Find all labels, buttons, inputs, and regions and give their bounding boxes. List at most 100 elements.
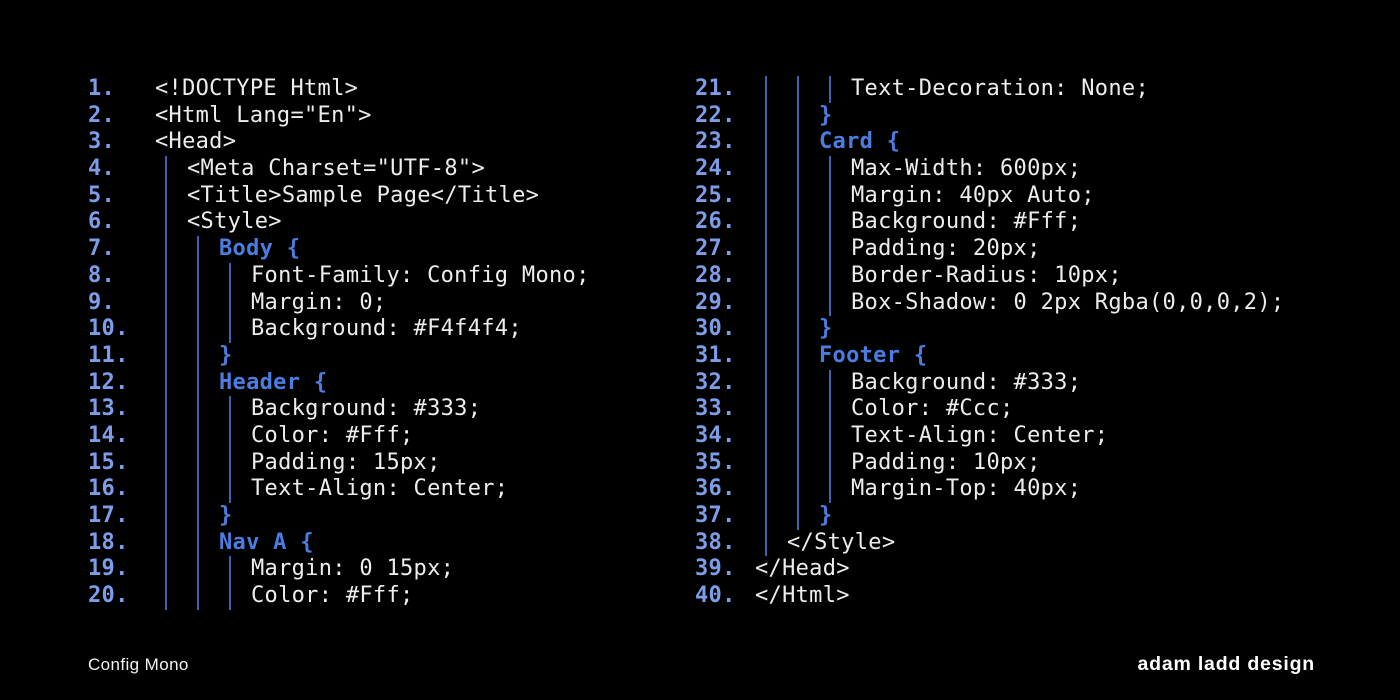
indent-guide — [797, 289, 799, 317]
code-text-selector: } — [219, 342, 233, 368]
line-number: 6. — [88, 209, 116, 235]
indent-guide — [197, 262, 199, 290]
indent-guide — [797, 102, 799, 130]
code-text: </Head> — [755, 556, 850, 582]
indent-guide — [197, 583, 199, 610]
code-line: 25. Margin: 40px Auto; — [695, 182, 1335, 210]
code-line: 28. Border-Radius: 10px; — [695, 262, 1335, 290]
code-text-selector: Body { — [219, 236, 301, 262]
indent-guide — [829, 156, 831, 183]
code-text: <Head> — [155, 129, 237, 155]
code-line: 12. Header { — [88, 369, 695, 397]
indent-guide — [165, 156, 167, 183]
footer: Config Mono adam ladd design — [88, 653, 1315, 676]
indent-guide — [797, 156, 799, 183]
code-line: 32. Background: #333; — [695, 369, 1335, 397]
code-line: 20. Color: #Fff; — [88, 583, 695, 610]
code-line: 5. <Title>Sample Page</Title> — [88, 182, 695, 210]
indent-guide — [765, 503, 767, 530]
code-text: Margin: 0 15px; — [251, 556, 455, 582]
indent-guide — [229, 422, 231, 450]
code-text: Text-Align: Center; — [851, 422, 1109, 448]
code-line: 40. </Html> — [695, 583, 1335, 610]
indent-guide — [797, 182, 799, 210]
indent-guide — [197, 289, 199, 317]
code-line: 18. Nav A { — [88, 529, 695, 557]
code-line: 36. Margin-Top: 40px; — [695, 476, 1335, 503]
indent-guide — [829, 289, 831, 317]
line-number: 7. — [88, 236, 116, 262]
code-text-selector: } — [819, 316, 833, 342]
indent-guide — [165, 236, 167, 263]
line-number: 16. — [88, 476, 129, 502]
line-number: 37. — [695, 503, 736, 528]
indent-guide — [765, 422, 767, 450]
indent-guide — [165, 422, 167, 450]
code-line: 35. Padding: 10px; — [695, 449, 1335, 477]
indent-guide — [829, 76, 831, 103]
indent-guide — [765, 76, 767, 103]
line-number: 36. — [695, 476, 736, 502]
indent-guide — [165, 529, 167, 557]
code-text: <!DOCTYPE Html> — [155, 76, 359, 101]
indent-guide — [197, 556, 199, 584]
code-text: Box-Shadow: 0 2px Rgba(0,0,0,2); — [851, 289, 1285, 315]
line-number: 27. — [695, 236, 736, 262]
line-number: 40. — [695, 583, 736, 609]
code-text-selector: Header { — [219, 369, 328, 395]
indent-guide — [197, 503, 199, 530]
line-number: 38. — [695, 529, 736, 555]
code-line: 26. Background: #Fff; — [695, 209, 1335, 237]
indent-guide — [765, 342, 767, 370]
code-line: 27. Padding: 20px; — [695, 236, 1335, 263]
code-text: Padding: 20px; — [851, 236, 1041, 262]
indent-guide — [797, 396, 799, 423]
indent-guide — [765, 156, 767, 183]
indent-guide — [797, 449, 799, 477]
code-text: </Style> — [787, 529, 896, 555]
indent-guide — [797, 236, 799, 263]
line-number: 21. — [695, 76, 736, 101]
code-line: 31. Footer { — [695, 342, 1335, 370]
indent-guide — [765, 236, 767, 263]
indent-guide — [229, 449, 231, 477]
code-line: 17.} — [88, 503, 695, 530]
indent-guide — [197, 369, 199, 397]
code-text: Background: #F4f4f4; — [251, 316, 522, 342]
indent-guide — [165, 476, 167, 503]
code-line: 8. Font-Family: Config Mono; — [88, 262, 695, 290]
line-number: 24. — [695, 156, 736, 182]
code-text: <Html Lang="En"> — [155, 102, 372, 128]
line-number: 8. — [88, 262, 116, 288]
code-text-selector: Card { — [819, 129, 901, 155]
indent-guide — [765, 476, 767, 503]
line-number: 10. — [88, 316, 129, 342]
code-column-right: 21. Text-Decoration: None; 22.} 23. Card {24… — [695, 76, 1335, 610]
indent-guide — [165, 583, 167, 610]
code-text: <Title>Sample Page</Title> — [187, 182, 540, 208]
indent-guide — [797, 262, 799, 290]
code-line: 34. Text-Align: Center; — [695, 422, 1335, 450]
code-line: 22.} — [695, 102, 1335, 130]
code-text-selector: Footer { — [819, 342, 928, 368]
line-number: 9. — [88, 289, 116, 315]
indent-guide — [765, 529, 767, 557]
line-number: 39. — [695, 556, 736, 582]
code-text: <Meta Charset="UTF-8"> — [187, 156, 485, 182]
line-number: 34. — [695, 422, 736, 448]
code-sample: 1. <!DOCTYPE Html> 2. <Html Lang="En"> 3. <He… — [88, 76, 1400, 610]
code-line: 21. Text-Decoration: None; — [695, 76, 1335, 103]
line-number: 19. — [88, 556, 129, 582]
indent-guide — [765, 316, 767, 343]
indent-guide — [229, 289, 231, 317]
code-column-left: 1. <!DOCTYPE Html> 2. <Html Lang="En"> 3. <He… — [88, 76, 695, 610]
code-line: 16. Text-Align: Center; — [88, 476, 695, 503]
code-line: 10. Background: #F4f4f4; — [88, 316, 695, 343]
indent-guide — [165, 289, 167, 317]
code-text: Margin-Top: 40px; — [851, 476, 1082, 502]
code-text: Font-Family: Config Mono; — [251, 262, 590, 288]
code-text: Text-Decoration: None; — [851, 76, 1149, 101]
code-text-selector: } — [819, 102, 833, 128]
code-text: Background: #333; — [851, 369, 1082, 395]
